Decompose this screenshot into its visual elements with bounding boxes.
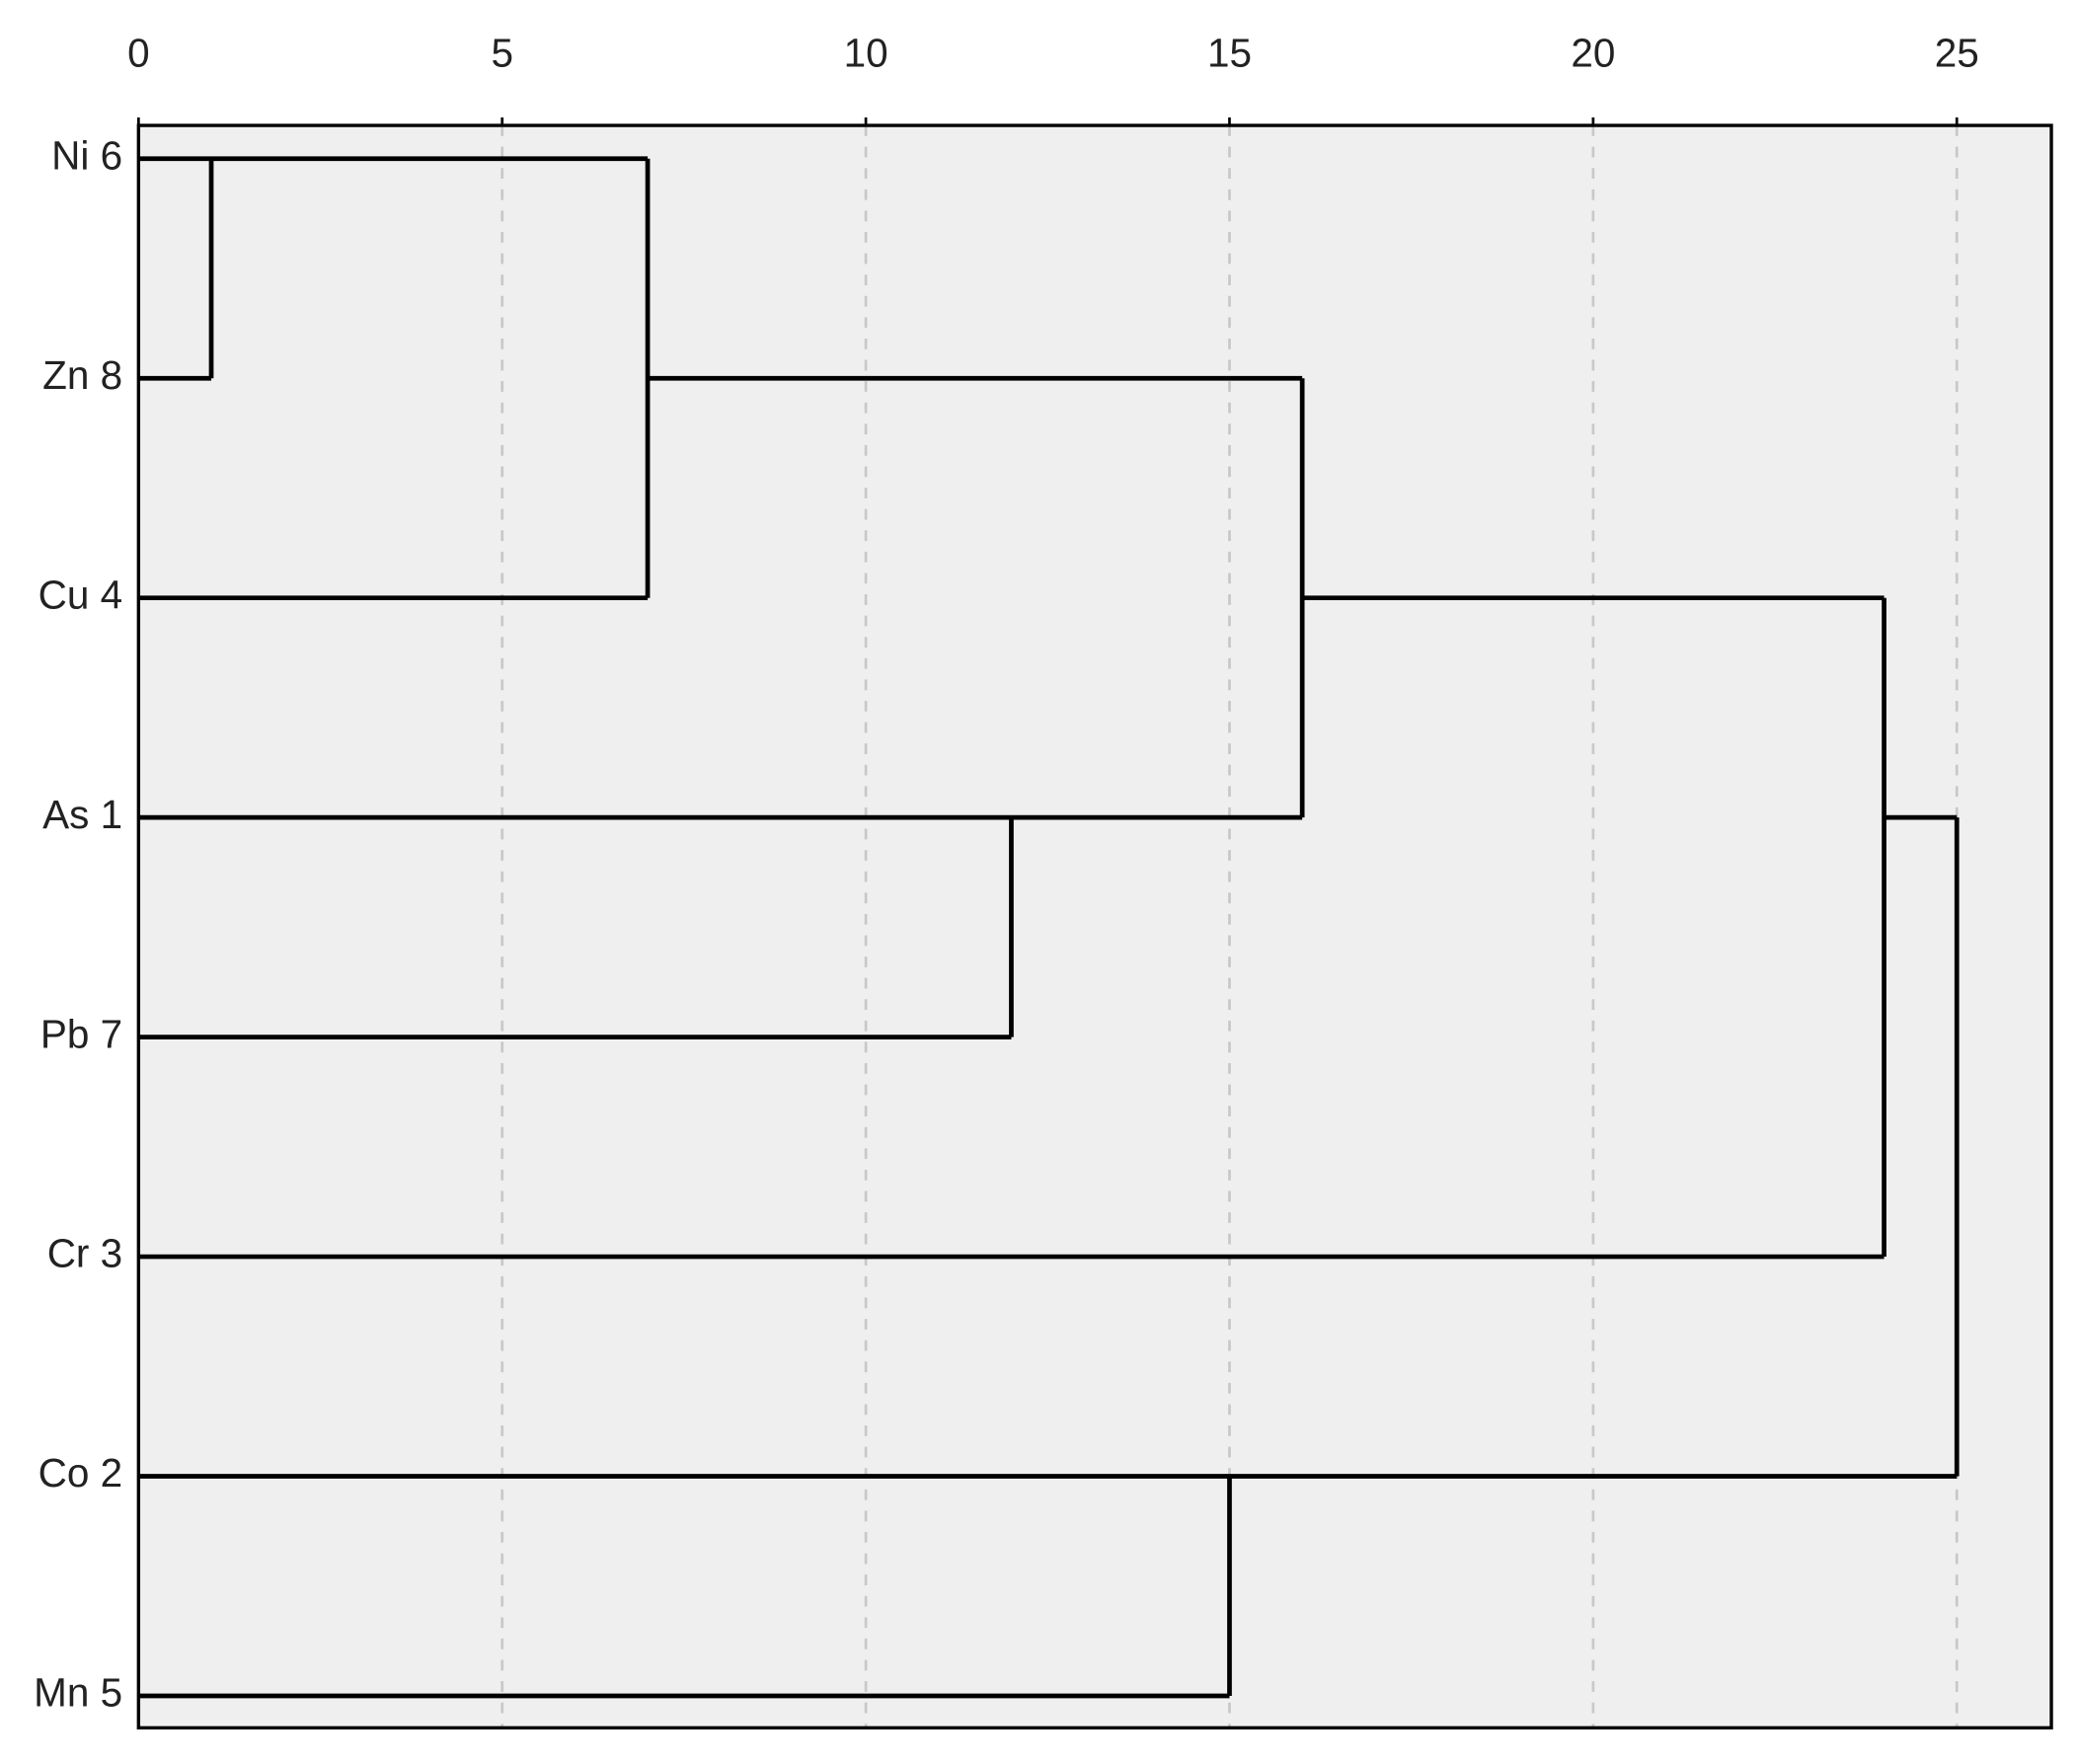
x-tick-label: 15 bbox=[1207, 31, 1252, 76]
x-tick-label: 20 bbox=[1571, 31, 1615, 76]
plot-area bbox=[138, 125, 2052, 1728]
x-tick-label: 10 bbox=[844, 31, 888, 76]
leaf-label: Zn 8 bbox=[42, 352, 122, 398]
leaf-label: Cr 3 bbox=[47, 1231, 122, 1276]
x-tick-label: 25 bbox=[1935, 31, 1979, 76]
leaf-label: Mn 5 bbox=[34, 1670, 122, 1716]
leaf-label: Ni 6 bbox=[51, 132, 122, 178]
x-tick-label: 0 bbox=[127, 31, 150, 76]
leaf-label: Co 2 bbox=[38, 1450, 122, 1496]
leaf-label: As 1 bbox=[42, 792, 122, 837]
leaf-label: Cu 4 bbox=[38, 572, 122, 617]
plot-frame bbox=[136, 123, 2053, 1730]
x-tick-label: 5 bbox=[491, 31, 513, 76]
leaf-label: Pb 7 bbox=[40, 1011, 122, 1056]
